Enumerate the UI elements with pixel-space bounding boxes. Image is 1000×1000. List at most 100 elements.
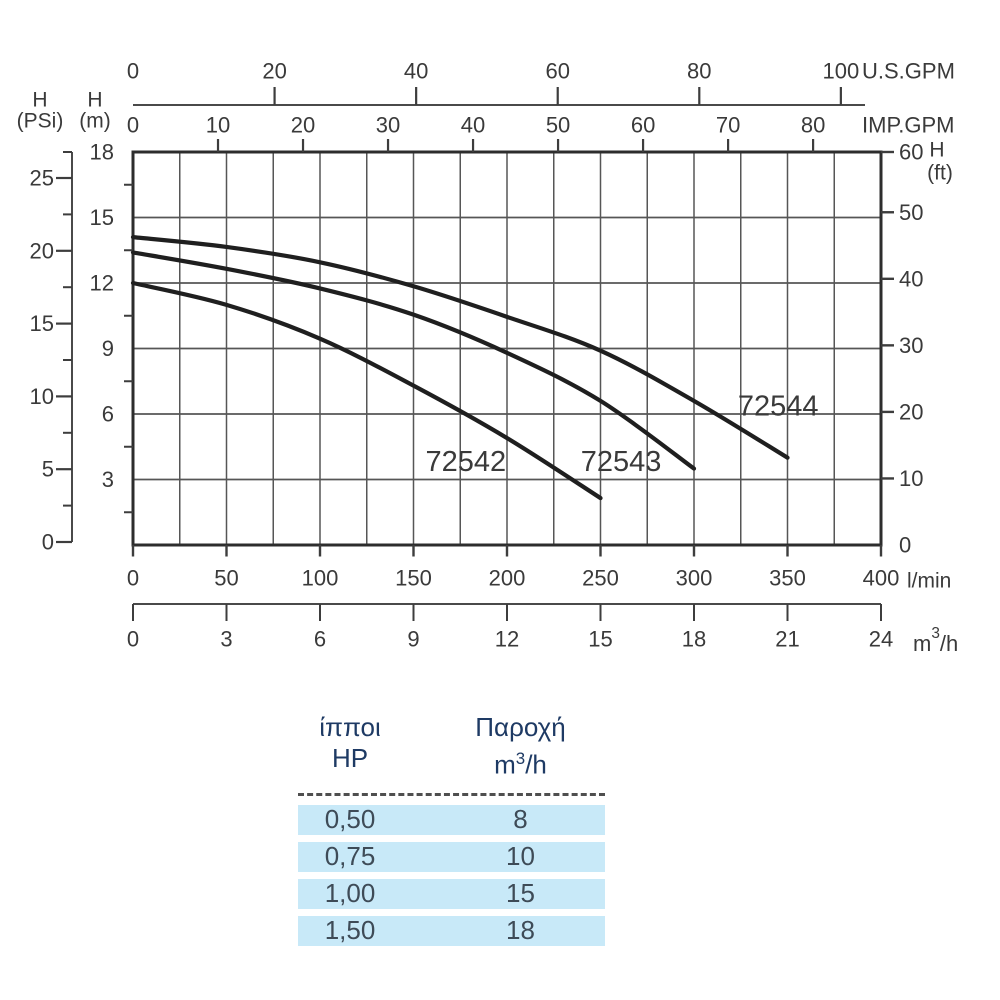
table-row: 1,50 18 <box>298 915 605 946</box>
axis-tick-label: 3 <box>102 467 114 492</box>
axis-unit-label: (ft) <box>927 162 953 185</box>
axis-tick-label: 60 <box>545 59 569 84</box>
pump-curve-chart: 0 20 40 60 80 100 U.S.GPM 0 10 20 30 40 50 60 70 80 IMP.… <box>17 59 959 656</box>
curve-72543: 72543 <box>130 250 697 478</box>
axis-tick-label: 30 <box>899 333 923 358</box>
axis-tick-label: 400 <box>863 566 900 591</box>
axis-tick-label: 0 <box>899 533 911 558</box>
axis-tick-label: 20 <box>291 113 315 138</box>
curve-label-72544: 72544 <box>738 390 819 422</box>
axis-us-gpm: 0 20 40 60 80 100 U.S.GPM <box>127 59 955 106</box>
spec-header-cell: Παροχή m3/h <box>436 712 605 781</box>
axis-imp-gpm: 0 10 20 30 40 50 60 70 80 IMP.GPM <box>127 113 955 152</box>
axis-tick-label: 60 <box>899 140 923 165</box>
axis-tick-label: 10 <box>206 113 230 138</box>
axis-tick-label: 150 <box>395 566 432 591</box>
cell-hp: 1,00 <box>324 878 376 909</box>
axis-tick-label: 24 <box>869 627 893 652</box>
axis-tick-label: 10 <box>899 466 923 491</box>
spec-header-line: m3/h <box>494 749 547 780</box>
cell-flow: 15 <box>506 878 535 909</box>
curve-path-72544 <box>130 235 790 460</box>
axis-tick-label: 25 <box>30 166 54 191</box>
axis-unit-label: U.S.GPM <box>862 59 955 84</box>
curve-72544: 72544 <box>130 235 819 460</box>
table-row: 0,75 10 <box>298 841 605 872</box>
axis-unit-label: (PSi) <box>17 110 64 133</box>
axis-m3h: 0 3 6 9 12 15 18 21 24 m3/h <box>127 603 958 656</box>
axis-tick-label: 40 <box>899 266 923 291</box>
axis-tick-label: 6 <box>102 402 114 427</box>
cell-hp: 0,50 <box>324 804 376 835</box>
cell-hp: 0,75 <box>324 841 376 872</box>
axis-tick-label: 50 <box>899 200 923 225</box>
table-row: 0,50 8 <box>298 804 605 835</box>
axis-tick-label: 20 <box>899 399 923 424</box>
axis-tick-label: 10 <box>30 384 54 409</box>
axis-tick-label: 12 <box>495 627 519 652</box>
axis-tick-label: 0 <box>42 530 54 555</box>
spec-table-header: ίπποι HP Παροχή m3/h <box>298 712 605 781</box>
axis-tick-label: 80 <box>801 113 825 138</box>
axis-h-ft: 0 10 20 30 40 50 60 H(ft) <box>881 139 953 558</box>
axis-unit-label: H <box>87 89 102 112</box>
axis-l-min: 0 50 100 150 200 250 300 350 400 l/min <box>127 545 951 593</box>
curve-label-72542: 72542 <box>426 446 507 478</box>
spec-header-cell: ίπποι HP <box>298 712 402 781</box>
axis-tick-label: 50 <box>214 566 238 591</box>
table-row: 1,00 15 <box>298 878 605 909</box>
axis-tick-label: 50 <box>546 113 570 138</box>
axis-tick-label: 3 <box>220 627 232 652</box>
axis-tick-label: 300 <box>676 566 713 591</box>
axis-tick-label: 5 <box>42 457 54 482</box>
axis-tick-label: 80 <box>687 59 711 84</box>
axis-tick-label: 9 <box>407 627 419 652</box>
pump-spec-table: ίπποι HP Παροχή m3/h 0,50 8 0,75 10 1,00 15 1,50 18 <box>298 712 605 953</box>
cell-flow: 8 <box>513 804 528 835</box>
axis-tick-label: 0 <box>127 59 139 84</box>
axis-tick-label: 12 <box>90 271 114 296</box>
axis-tick-label: 350 <box>769 566 806 591</box>
axis-tick-label: 0 <box>127 566 139 591</box>
axis-tick-label: 9 <box>102 336 114 361</box>
curve-label-72543: 72543 <box>581 446 662 478</box>
axis-tick-label: 6 <box>314 627 326 652</box>
cell-flow: 10 <box>506 841 535 872</box>
axis-tick-label: 21 <box>775 627 799 652</box>
axis-tick-label: 20 <box>30 238 54 263</box>
axis-tick-label: 18 <box>682 627 706 652</box>
cell-flow: 18 <box>506 915 535 946</box>
axis-tick-label: 100 <box>302 566 339 591</box>
axis-unit-label: (m) <box>79 110 110 133</box>
axis-tick-label: 15 <box>90 205 114 230</box>
spec-header-line: Παροχή <box>475 712 566 742</box>
axis-tick-label: 70 <box>716 113 740 138</box>
axis-tick-label: 40 <box>404 59 428 84</box>
axis-tick-label: 0 <box>127 113 139 138</box>
axis-unit-label: H <box>929 139 944 162</box>
axis-h-psi: 0 5 10 15 20 25 H(PSi) <box>17 89 73 555</box>
axis-tick-label: 100 <box>823 59 860 84</box>
cell-hp: 1,50 <box>324 915 376 946</box>
axis-h-m: 3 6 9 12 15 18 H(m) <box>79 89 133 514</box>
axis-tick-label: 18 <box>90 140 114 165</box>
axis-tick-label: 60 <box>631 113 655 138</box>
axis-unit-label: m3/h <box>913 625 958 656</box>
spec-table-divider <box>298 792 605 796</box>
curve-path-72543 <box>130 250 697 471</box>
spec-header-line: HP <box>331 743 369 773</box>
axis-tick-label: 30 <box>376 113 400 138</box>
axis-tick-label: 200 <box>489 566 526 591</box>
axis-tick-label: 15 <box>30 311 54 336</box>
spec-header-line: ίπποι <box>319 712 381 742</box>
axis-tick-label: 0 <box>127 627 139 652</box>
grid <box>133 152 881 545</box>
axis-unit-label: IMP.GPM <box>862 113 955 138</box>
axis-unit-label: H <box>32 89 47 112</box>
axis-tick-label: 20 <box>262 59 286 84</box>
axis-tick-label: 15 <box>588 627 612 652</box>
curve-path-72542 <box>130 280 603 501</box>
axis-tick-label: 250 <box>582 566 619 591</box>
axis-unit-label: l/min <box>907 570 951 593</box>
